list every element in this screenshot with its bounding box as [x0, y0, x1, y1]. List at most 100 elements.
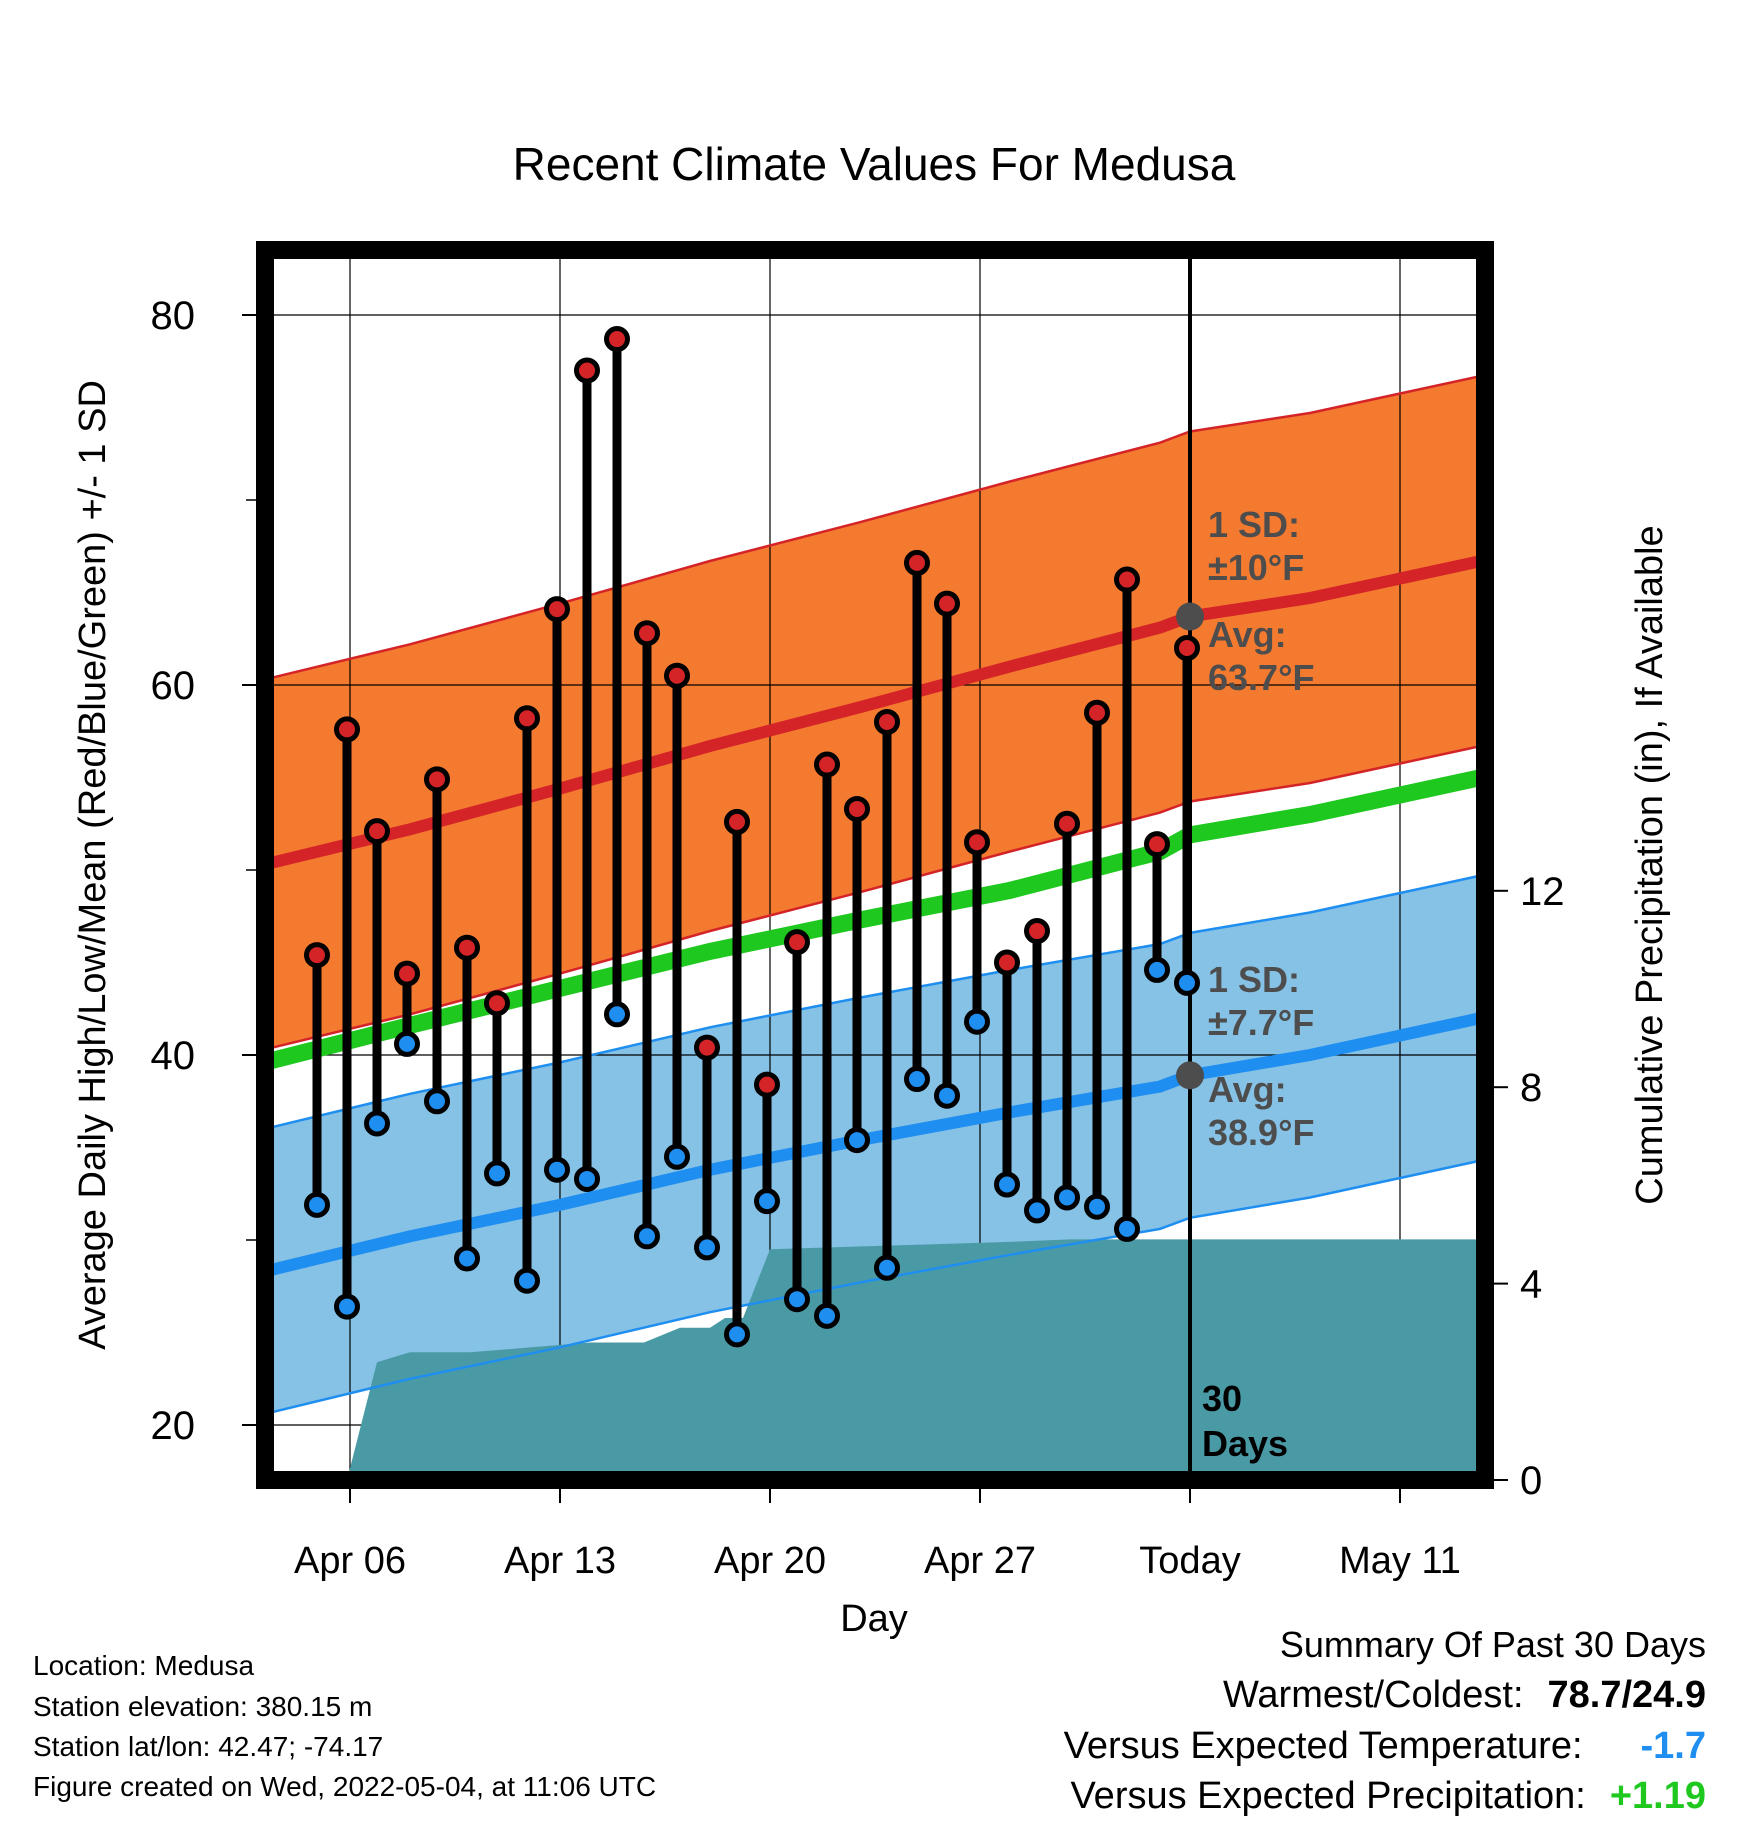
daily-high-point: [1144, 831, 1170, 858]
info-elevation: Station elevation: 380.15 m: [33, 1691, 373, 1722]
daily-high-point: [604, 326, 630, 353]
high-plus-sd-line: [265, 374, 1482, 681]
high-sd-band: [265, 376, 1481, 1050]
precipitation-area: [347, 1239, 1481, 1480]
summary-temp-value: -1.7: [1640, 1725, 1706, 1767]
daily-low-point: [934, 1082, 960, 1109]
daily-high-point: [514, 705, 540, 732]
daily-low-point: [364, 1110, 390, 1137]
daily-low-point: [664, 1143, 690, 1170]
low-avg-label: Avg:: [1208, 1069, 1287, 1110]
low-minus-sd-line: [265, 1159, 1482, 1416]
low-plus-sd-line: [265, 874, 1482, 1131]
info-created: Figure created on Wed, 2022-05-04, at 11…: [33, 1771, 657, 1802]
info-location: Location: Medusa: [33, 1650, 255, 1681]
daily-low-point: [1024, 1197, 1050, 1224]
high-avg-label: Avg:: [1208, 614, 1287, 655]
daily-low-point: [904, 1066, 930, 1093]
daily-high-point: [304, 942, 330, 969]
y-tick-label-left: 20: [151, 1404, 196, 1448]
daily-high-point: [754, 1071, 780, 1098]
x-tick-label: Apr 20: [714, 1540, 826, 1582]
daily-high-point: [1174, 635, 1200, 661]
y-axis-label-right: Cumulative Precipitation (in), If Availa…: [1629, 525, 1671, 1204]
daily-high-point: [634, 620, 660, 647]
daily-low-point: [784, 1286, 810, 1313]
daily-high-point: [334, 716, 360, 743]
high-sd-label: 1 SD:: [1208, 504, 1300, 545]
high-sd-value: ±10°F: [1208, 547, 1304, 588]
summary-temp-label: Versus Expected Temperature:: [1063, 1725, 1583, 1767]
x-axis-label: Day: [840, 1598, 908, 1640]
daily-low-point: [1174, 969, 1200, 996]
daily-high-point: [994, 949, 1020, 976]
daily-high-point: [1054, 810, 1080, 837]
y-axis-label-left: Average Daily High/Low/Mean (Red/Blue/Gr…: [72, 380, 114, 1350]
daily-low-point: [634, 1223, 660, 1250]
chart-title: Recent Climate Values For Medusa: [513, 138, 1236, 190]
daily-high-point: [574, 357, 600, 384]
daily-low-point: [604, 1001, 630, 1028]
daily-low-point: [484, 1160, 510, 1187]
x-tick-label: Today: [1139, 1540, 1240, 1582]
daily-low-point: [334, 1293, 360, 1320]
summary-precip-label: Versus Expected Precipitation:: [1070, 1775, 1586, 1817]
daily-high-point: [394, 960, 420, 987]
daily-low-point: [1144, 956, 1170, 983]
y-tick-label-left: 60: [151, 664, 196, 708]
y-tick-label-right: 12: [1520, 870, 1565, 914]
summary-temp: Versus Expected Temperature: -1.7: [1064, 1725, 1706, 1768]
high-avg-value: 63.7°F: [1208, 657, 1314, 698]
x-tick-label: Apr 27: [924, 1540, 1036, 1582]
low-sd-band: [265, 875, 1481, 1414]
daily-high-point: [664, 662, 690, 689]
daily-low-point: [724, 1321, 750, 1348]
daily-high-point: [1024, 918, 1050, 945]
daily-low-point: [874, 1254, 900, 1281]
daily-low-point: [574, 1165, 600, 1192]
daily-high-point: [784, 929, 810, 956]
daily-high-point: [874, 709, 900, 735]
today-high-avg-point: [1176, 602, 1204, 631]
y-tick-label-left: 40: [151, 1034, 196, 1078]
daily-high-point: [694, 1034, 720, 1061]
summary-warm-cold-value: 78.7/24.9: [1547, 1674, 1706, 1716]
x-tick-label: Apr 06: [294, 1540, 406, 1582]
summary-title: Summary Of Past 30 Days: [1279, 1624, 1706, 1665]
daily-high-point: [544, 596, 570, 623]
y-tick-label-right: 8: [1520, 1066, 1542, 1110]
daily-low-point: [754, 1188, 780, 1215]
daily-low-point: [394, 1030, 420, 1057]
low-sd-value: ±7.7°F: [1208, 1002, 1314, 1043]
daily-low-point: [1054, 1184, 1080, 1211]
daily-low-point: [514, 1267, 540, 1294]
daily-high-point: [964, 829, 990, 856]
summary-warm-cold-label: Warmest/Coldest:: [1222, 1674, 1524, 1716]
summary-precip: Versus Expected Precipitation: +1.19: [1070, 1775, 1706, 1818]
daily-low-point: [454, 1245, 480, 1272]
normal-low-line: [265, 1012, 1483, 1278]
x-tick-label: May 11: [1339, 1540, 1461, 1582]
daily-high-point: [844, 795, 870, 822]
summary-warm-cold: Warmest/Coldest: 78.7/24.9: [1223, 1674, 1706, 1717]
daily-low-point: [694, 1234, 720, 1261]
low-avg-value: 38.9°F: [1208, 1112, 1314, 1153]
high-minus-sd-line: [265, 744, 1482, 1051]
daily-low-point: [424, 1088, 450, 1115]
daily-low-point: [814, 1302, 840, 1329]
daily-low-point: [844, 1127, 870, 1154]
daily-high-point: [484, 990, 510, 1017]
today-days-label: 30: [1202, 1378, 1242, 1419]
daily-low-point: [1084, 1193, 1110, 1220]
daily-high-point: [1084, 699, 1110, 726]
daily-high-point: [424, 766, 450, 793]
daily-high-point: [724, 808, 750, 835]
low-sd-label: 1 SD:: [1208, 959, 1300, 1000]
y-tick-label-right: 4: [1520, 1263, 1542, 1307]
daily-high-point: [934, 590, 960, 617]
today-low-avg-point: [1176, 1061, 1204, 1090]
daily-high-point: [364, 818, 390, 845]
daily-low-point: [1114, 1215, 1140, 1242]
daily-low-point: [304, 1191, 330, 1218]
daily-low-point: [544, 1156, 570, 1183]
